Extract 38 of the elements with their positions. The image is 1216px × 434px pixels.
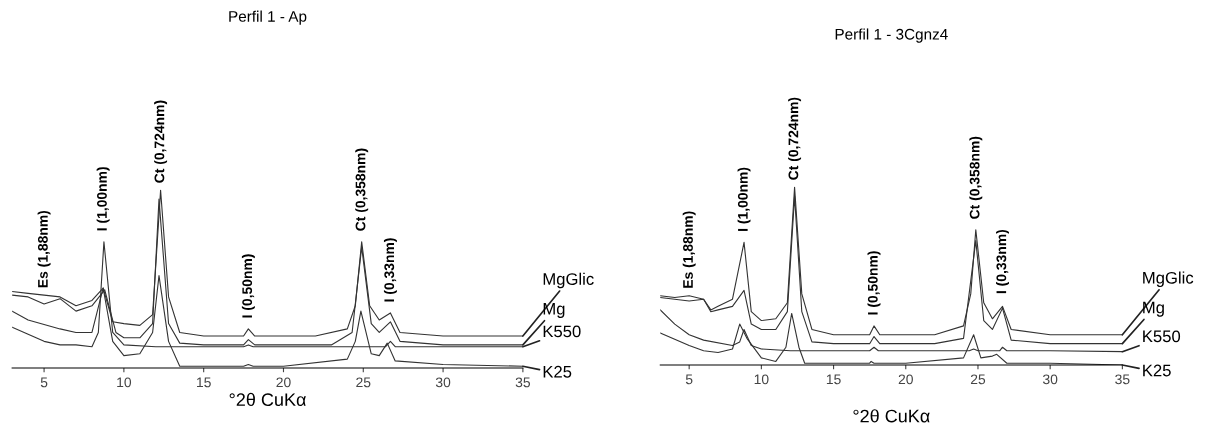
x-axis-title: °2θ CuKα [853, 409, 930, 423]
text: MgGlic [543, 272, 594, 289]
annotation: I (0,50nm) [241, 254, 255, 318]
series-label: K550 [543, 325, 581, 338]
series-label: K550 [1143, 330, 1181, 343]
annotation: Ct (0,358nm) [969, 136, 983, 219]
chart-title: Perfil 1 - Ap [229, 10, 307, 25]
x-axis-title: °2θ CuKα [229, 392, 306, 407]
annotation: Es (1,88nm) [37, 210, 51, 288]
x-tick-label: 25 [356, 377, 371, 388]
x-tick-label: 15 [197, 377, 211, 388]
annotation: Ct (0,724nm) [788, 97, 802, 180]
series-label: K25 [543, 365, 572, 378]
text: MgGlic [1143, 271, 1194, 287]
annotation: Ct (0,358nm) [355, 148, 369, 231]
text: Mg [1143, 301, 1164, 317]
annotation: I (0,50nm) [867, 251, 881, 315]
x-tick-label: 35 [1115, 374, 1130, 385]
annotation: I (1,00nm) [737, 167, 751, 231]
series-label: K25 [1143, 364, 1171, 377]
x-tick-label: 35 [515, 377, 531, 388]
annotation: Ct (0,724nm) [154, 100, 168, 183]
annotation: I (0,33nm) [996, 229, 1009, 294]
x-tick-label: 30 [435, 377, 451, 388]
x-tick-label: 15 [826, 374, 841, 385]
annotation: I (1,00nm) [96, 167, 110, 231]
text: Mg [543, 303, 565, 318]
x-tick-label: 5 [40, 377, 48, 388]
x-tick-label: 25 [970, 374, 986, 385]
x-tick-label: 30 [1042, 374, 1058, 385]
annotation: I (0,33nm) [383, 238, 397, 302]
x-tick-label: 5 [685, 374, 693, 385]
annotation: Es (1,88nm) [682, 211, 696, 288]
x-tick-label: 20 [276, 377, 291, 388]
x-tick-label: 10 [117, 377, 132, 388]
chart-title: Perfil 1 - 3Cgnz4 [835, 28, 948, 43]
x-tick-label: 10 [754, 374, 769, 385]
x-tick-label: 20 [898, 374, 913, 385]
